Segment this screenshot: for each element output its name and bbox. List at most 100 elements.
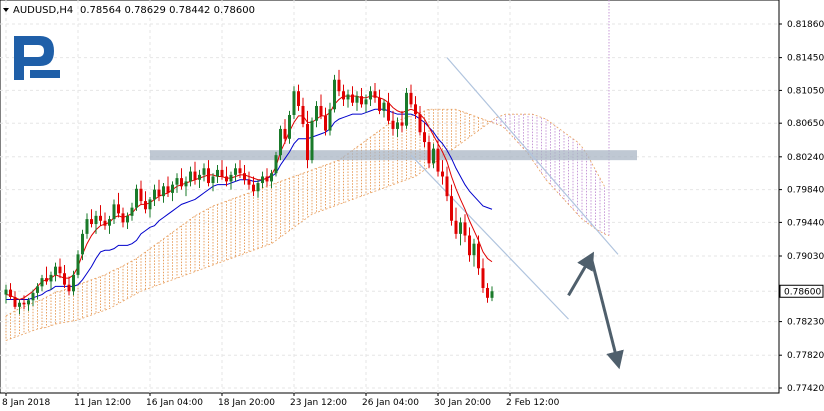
candle-body: [139, 188, 143, 202]
candle-body: [67, 284, 71, 292]
candle-body: [382, 102, 386, 111]
price-axis: 0.81860 0.81450 0.81050 0.80650 0.80240 0.798…: [779, 20, 824, 394]
candle-body: [58, 266, 62, 274]
ichimoku-cloud: [5, 0, 610, 341]
candle-body: [310, 120, 314, 161]
candle-body: [459, 222, 462, 234]
candle-body: [396, 122, 399, 129]
candle-body: [130, 207, 134, 216]
candle-body: [184, 181, 188, 187]
candle-body: [468, 235, 471, 256]
candle-body: [355, 96, 359, 103]
candle-body: [99, 215, 102, 221]
candle-body: [436, 148, 440, 172]
candle-body: [31, 292, 35, 301]
candle-body: [135, 188, 138, 208]
candle-body: [4, 289, 8, 295]
candle-body: [418, 114, 422, 133]
candle-body: [175, 178, 179, 185]
candle-body: [76, 254, 80, 275]
candle-body: [225, 176, 228, 182]
time-tick-label: 30 Jan 20:00: [434, 398, 491, 408]
candle-body: [337, 79, 341, 92]
candle-body: [45, 278, 48, 282]
time-axis: 8 Jan 2018 11 Jan 12:00 16 Jan 04:00 18 Jan…: [2, 393, 560, 408]
candle-body: [252, 184, 255, 192]
candle-body: [40, 278, 44, 287]
candle-body: [432, 148, 435, 164]
candle-body: [297, 91, 300, 106]
time-tick-label: 26 Jan 04:00: [362, 398, 419, 408]
candle-body: [27, 300, 30, 305]
candle-body: [103, 220, 107, 226]
time-tick-label: 23 Jan 12:00: [290, 398, 347, 408]
candle-body: [220, 169, 224, 177]
support-resistance-zone: [150, 150, 637, 161]
candle-body: [351, 94, 354, 103]
chart-header: AUDUSD,H4 0.78564 0.78629 0.78442 0.7860…: [3, 5, 255, 16]
candle-body: [117, 204, 120, 214]
descending-channel: [410, 57, 619, 320]
candle-body: [54, 266, 57, 275]
candle-body: [85, 219, 89, 234]
candle-body: [481, 268, 485, 288]
candle-body: [238, 168, 242, 174]
candle-body: [400, 122, 404, 126]
candle-body: [454, 220, 458, 234]
senkou-span-a: [5, 108, 610, 317]
candle-body: [333, 79, 336, 110]
candle-body: [450, 196, 453, 221]
candle-body: [148, 199, 152, 210]
symbol-timeframe: AUDUSD,H4: [13, 5, 73, 16]
candle-body: [144, 201, 147, 210]
candle-body: [90, 219, 93, 225]
candle-body: [81, 233, 84, 255]
forecast-arrow-down: [589, 256, 624, 370]
forecast-arrow-up: [567, 251, 595, 297]
price-tick-label: 0.79030: [787, 252, 824, 262]
candle-body: [153, 189, 156, 200]
candle-body: [94, 215, 98, 225]
candle-body: [405, 92, 408, 126]
candle-body: [490, 291, 494, 298]
candle-body: [261, 176, 264, 184]
candle-body: [256, 183, 260, 192]
time-tick-label: 18 Jan 20:00: [218, 398, 275, 408]
candle-body: [373, 91, 377, 98]
candle-body: [274, 155, 278, 174]
candle-body: [463, 222, 467, 236]
candle-body: [229, 174, 233, 182]
candle-body: [189, 171, 192, 182]
time-tick-label: 11 Jan 12:00: [74, 398, 131, 408]
candle-body: [427, 142, 431, 164]
candle-body: [211, 176, 215, 184]
price-tick-label: 0.81860: [787, 20, 824, 30]
time-tick-label: 2 Feb 12:00: [506, 398, 560, 408]
candle-body: [162, 186, 165, 197]
candle-body: [121, 213, 125, 223]
candle-body: [360, 96, 363, 105]
candle-body: [207, 168, 210, 184]
candle-body: [112, 204, 116, 220]
candle-body: [342, 91, 345, 100]
candle-body: [288, 115, 291, 139]
candle-body: [445, 176, 449, 197]
candle-body: [477, 243, 480, 269]
candle-body: [301, 105, 305, 125]
symbol-dropdown-icon[interactable]: [3, 8, 9, 12]
price-tick-label: 0.77420: [787, 384, 824, 394]
candle-body: [198, 174, 201, 180]
candle-body: [9, 289, 12, 297]
candlesticks: [4, 69, 494, 315]
ohlc-values: 0.78564 0.78629 0.78442 0.78600: [80, 5, 255, 16]
candle-body: [319, 105, 323, 116]
forecast-arrows: [567, 251, 624, 370]
candle-body: [328, 109, 332, 131]
candle-body: [324, 115, 327, 131]
candle-body: [423, 132, 426, 143]
candle-body: [378, 97, 381, 111]
candle-body: [279, 128, 282, 156]
candle-body: [72, 274, 75, 292]
senkou-span-b: [5, 113, 605, 341]
